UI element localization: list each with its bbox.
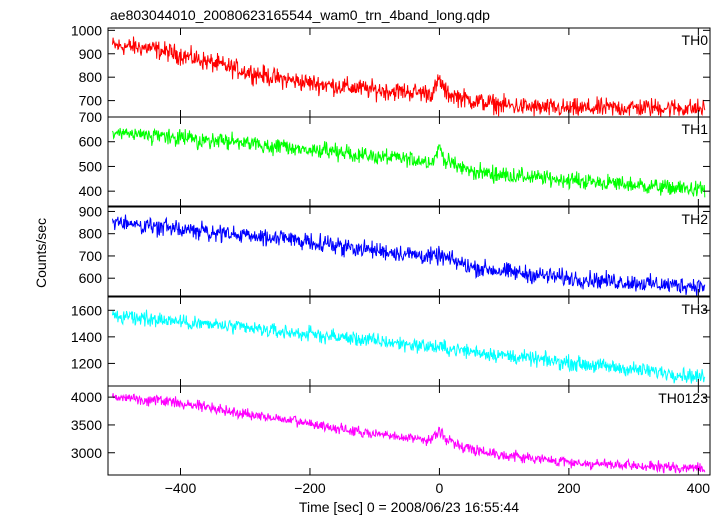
y-axis-label: Counts/sec bbox=[33, 218, 49, 288]
y-tick-label: 500 bbox=[79, 158, 103, 174]
y-tick-label: 700 bbox=[79, 248, 103, 264]
series-label-th0: TH0 bbox=[682, 32, 709, 48]
series-label-th0123: TH0123 bbox=[658, 390, 708, 406]
panel-frame bbox=[107, 385, 711, 476]
y-tick-label: 1200 bbox=[71, 355, 102, 371]
series-label-th2: TH2 bbox=[682, 211, 709, 227]
series-line-th0 bbox=[112, 36, 706, 117]
x-axis-label: Time [sec] 0 = 2008/06/23 16:55:44 bbox=[299, 499, 519, 515]
y-tick-label: 900 bbox=[79, 203, 103, 219]
x-tick-label: −200 bbox=[294, 480, 326, 496]
series-line-th0123 bbox=[112, 393, 706, 474]
y-tick-label: 1600 bbox=[71, 302, 102, 318]
chart-title: ae803044010_20080623165544_wam0_trn_4ban… bbox=[110, 7, 490, 23]
series-label-th1: TH1 bbox=[682, 121, 709, 137]
y-tick-label: 400 bbox=[79, 183, 103, 199]
y-tick-label: 800 bbox=[79, 226, 103, 242]
panel-frame bbox=[107, 116, 711, 207]
y-tick-label: 700 bbox=[79, 93, 103, 109]
panel-frame bbox=[107, 27, 711, 118]
y-tick-label: 3500 bbox=[71, 417, 102, 433]
series-line-th2 bbox=[112, 214, 706, 296]
y-tick-label: 1000 bbox=[71, 22, 102, 38]
chart-panels: 700 800 900 1000 TH0 400 500 600 700 TH1 600 700 800… bbox=[71, 22, 711, 496]
y-tick-label: 1400 bbox=[71, 329, 102, 345]
series-line-th1 bbox=[112, 127, 706, 198]
y-tick-label: 800 bbox=[79, 69, 103, 85]
series-line-th3 bbox=[112, 309, 706, 384]
x-tick-label: −400 bbox=[165, 480, 197, 496]
y-tick-label: 600 bbox=[79, 134, 103, 150]
y-tick-label: 4000 bbox=[71, 389, 102, 405]
x-tick-label: 200 bbox=[557, 480, 581, 496]
x-tick-label: 400 bbox=[687, 480, 711, 496]
y-tick-label: 3000 bbox=[71, 445, 102, 461]
y-tick-label: 900 bbox=[79, 46, 103, 62]
x-tick-label: 0 bbox=[436, 480, 444, 496]
series-label-th3: TH3 bbox=[682, 301, 709, 317]
y-tick-label: 600 bbox=[79, 270, 103, 286]
panel-frame bbox=[107, 206, 711, 297]
y-tick-label: 700 bbox=[79, 109, 103, 125]
